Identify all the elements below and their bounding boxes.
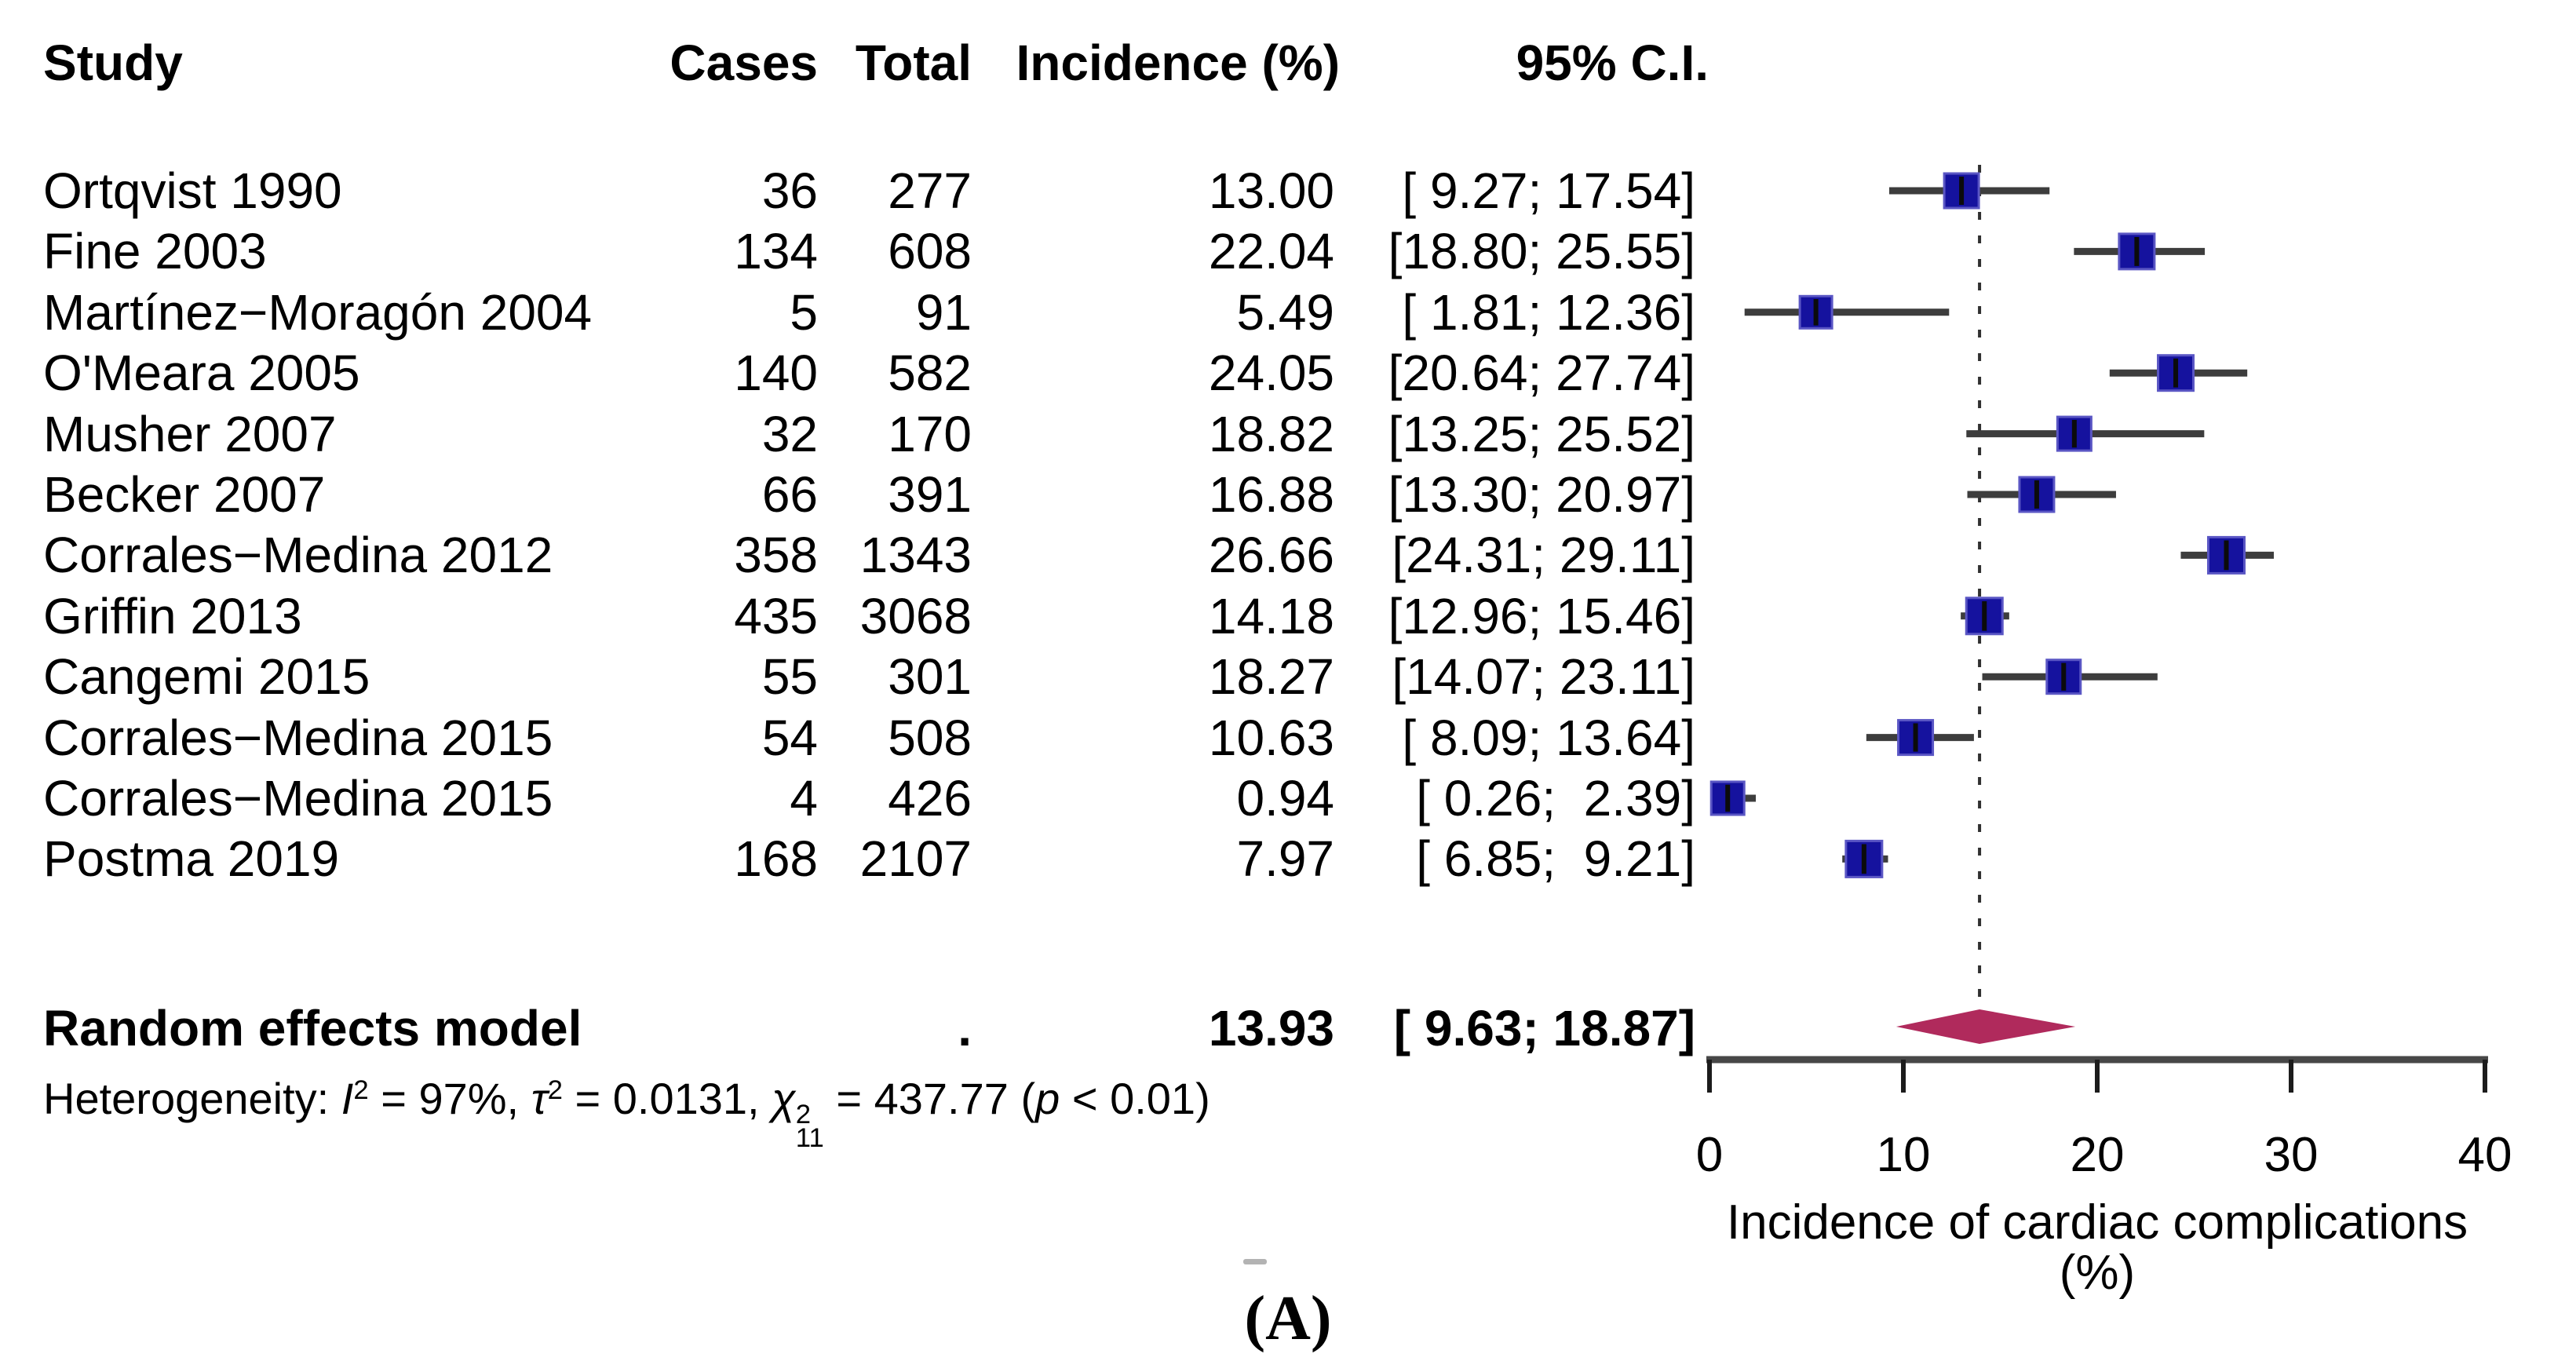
incidence-value: 13.00 — [1208, 162, 1334, 219]
cases-value: 32 — [761, 406, 818, 462]
total-value: 301 — [888, 648, 972, 705]
cases-value: 134 — [734, 223, 818, 279]
total-value: 277 — [888, 162, 972, 219]
ci-value: [ 8.09; 13.64] — [1402, 710, 1695, 766]
summary-diamond — [1896, 1009, 2076, 1044]
ci-value: [ 1.81; 12.36] — [1402, 284, 1695, 341]
summary-ci-value: [ 9.63; 18.87] — [1393, 1000, 1695, 1056]
x-tick-label: 10 — [1877, 1128, 1931, 1182]
total-value: 426 — [888, 770, 972, 826]
total-value: 508 — [888, 710, 972, 766]
column-header-study: Study — [43, 35, 183, 91]
ci-value: [13.30; 20.97] — [1388, 466, 1695, 523]
incidence-value: 18.27 — [1208, 648, 1334, 705]
x-tick-label: 40 — [2458, 1128, 2512, 1182]
study-name: Corrales−Medina 2015 — [43, 710, 553, 766]
ci-value: [ 9.27; 17.54] — [1402, 162, 1695, 219]
incidence-value: 18.82 — [1208, 406, 1334, 462]
study-name: Postma 2019 — [43, 830, 340, 887]
total-value: 582 — [888, 345, 972, 401]
ci-value: [12.96; 15.46] — [1388, 588, 1695, 644]
study-name: Griffin 2013 — [43, 588, 302, 644]
cases-value: 140 — [734, 345, 818, 401]
study-name: Fine 2003 — [43, 223, 267, 279]
ci-value: [14.07; 23.11] — [1392, 648, 1695, 705]
total-value: 2107 — [859, 830, 972, 887]
cases-value: 55 — [761, 648, 818, 705]
total-value: 91 — [915, 284, 972, 341]
incidence-value: 5.49 — [1236, 284, 1334, 341]
summary-label: Random effects model — [43, 1000, 582, 1056]
study-name: Corrales−Medina 2012 — [43, 527, 553, 583]
cases-value: 435 — [734, 588, 818, 644]
incidence-value: 16.88 — [1208, 466, 1334, 523]
incidence-value: 26.66 — [1208, 527, 1334, 583]
column-header-total: Total — [855, 35, 972, 91]
cases-value: 66 — [761, 466, 818, 523]
ci-value: [18.80; 25.55] — [1388, 223, 1695, 279]
ci-value: [20.64; 27.74] — [1388, 345, 1695, 401]
ci-value: [24.31; 29.11] — [1392, 527, 1695, 583]
study-name: Musher 2007 — [43, 406, 337, 462]
total-value: 391 — [888, 466, 972, 523]
study-name: Ortqvist 1990 — [43, 162, 342, 219]
chi-square-exponent-stack: 2 11 — [795, 1100, 824, 1153]
column-header-incidence: Incidence (%) — [1016, 35, 1340, 91]
summary-cases-dot: . — [958, 1000, 972, 1056]
column-header-ci: 95% C.I. — [1516, 35, 1709, 91]
cases-value: 54 — [761, 710, 818, 766]
total-value: 170 — [888, 406, 972, 462]
cases-value: 36 — [761, 162, 818, 219]
incidence-value: 14.18 — [1208, 588, 1334, 644]
incidence-value: 7.97 — [1236, 830, 1334, 887]
incidence-value: 24.05 — [1208, 345, 1334, 401]
ci-value: [13.25; 25.52] — [1388, 406, 1695, 462]
artifact-dash — [1243, 1259, 1267, 1264]
incidence-value: 10.63 — [1208, 710, 1334, 766]
cases-value: 168 — [734, 830, 818, 887]
ci-value: [ 6.85; 9.21] — [1416, 830, 1695, 887]
study-name: Cangemi 2015 — [43, 648, 370, 705]
study-name: Martínez−Moragón 2004 — [43, 284, 593, 341]
x-tick-label: 30 — [2264, 1128, 2319, 1182]
cases-value: 358 — [734, 527, 818, 583]
cases-value: 5 — [790, 284, 818, 341]
total-value: 1343 — [859, 527, 972, 583]
x-tick-label: 20 — [2071, 1128, 2125, 1182]
incidence-value: 0.94 — [1236, 770, 1334, 826]
study-name: O'Meara 2005 — [43, 345, 360, 401]
x-tick-label: 0 — [1696, 1128, 1723, 1182]
incidence-value: 22.04 — [1208, 223, 1334, 279]
total-value: 608 — [888, 223, 972, 279]
column-header-cases: Cases — [670, 35, 818, 91]
summary-incidence-value: 13.93 — [1208, 1000, 1334, 1056]
study-name: Becker 2007 — [43, 466, 326, 523]
panel-label: (A) — [1244, 1284, 1332, 1353]
study-name: Corrales−Medina 2015 — [43, 770, 553, 826]
x-axis-title: Incidence of cardiac complications (%) — [1726, 1195, 2468, 1300]
total-value: 3068 — [859, 588, 972, 644]
ci-value: [ 0.26; 2.39] — [1416, 770, 1695, 826]
cases-value: 4 — [790, 770, 818, 826]
